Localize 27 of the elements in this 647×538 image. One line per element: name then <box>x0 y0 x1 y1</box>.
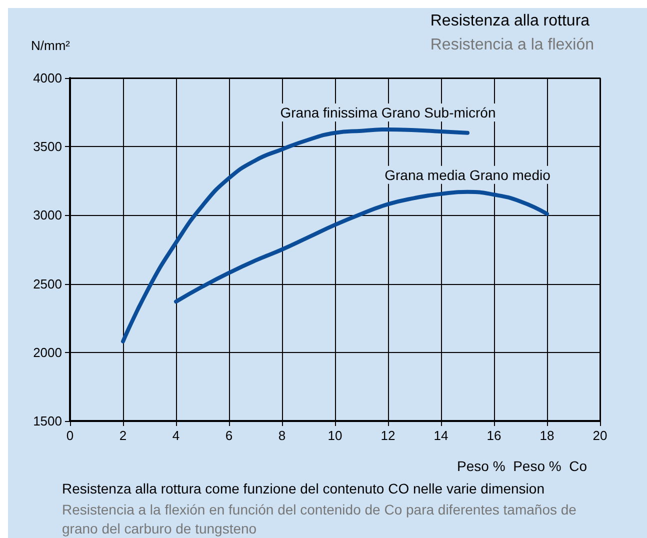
text: Resistencia a la flexión en función del contenido de Co para diferentes tamaños de grano del carburo de tungsteno <box>62 502 580 536</box>
x-axis-title: Peso % Peso % Co <box>457 458 588 474</box>
x-tick-label: 2 <box>119 428 127 443</box>
x-tick-label: 14 <box>434 428 448 443</box>
x-tick-label: 20 <box>592 428 608 443</box>
x-tick-label: 8 <box>278 428 286 443</box>
chart-subtitle: Resistencia a la flexión <box>430 36 594 54</box>
x-tick-label: 0 <box>66 428 74 443</box>
y-tick-label: 2500 <box>33 276 62 292</box>
x-tick-label: 12 <box>380 428 396 443</box>
x-tick-label: 16 <box>486 428 502 443</box>
line-series <box>121 127 470 344</box>
x-tick-label: 4 <box>172 428 180 443</box>
x-tick-label: 10 <box>328 428 342 443</box>
line-series <box>174 190 549 304</box>
series-label: Grana media Grano medio <box>384 166 551 183</box>
series-label: Grana finissima Grano Sub-micrón <box>280 104 496 120</box>
y-axis-title: N/mm² <box>31 38 71 53</box>
y-tick-label: 2000 <box>33 344 62 360</box>
x-tick-label: 6 <box>225 428 233 443</box>
y-tick-label: 3000 <box>33 208 62 223</box>
y-tick-label: 3500 <box>33 139 62 154</box>
chart-title: Resistenza alla rottura <box>430 12 590 30</box>
text: Resistenza alla rottura come funzione del contenuto CO nelle varie dimension <box>62 480 544 496</box>
x-tick-label: 18 <box>540 428 554 443</box>
y-tick-label: 1500 <box>33 414 62 428</box>
y-tick-label: 4000 <box>33 70 62 86</box>
